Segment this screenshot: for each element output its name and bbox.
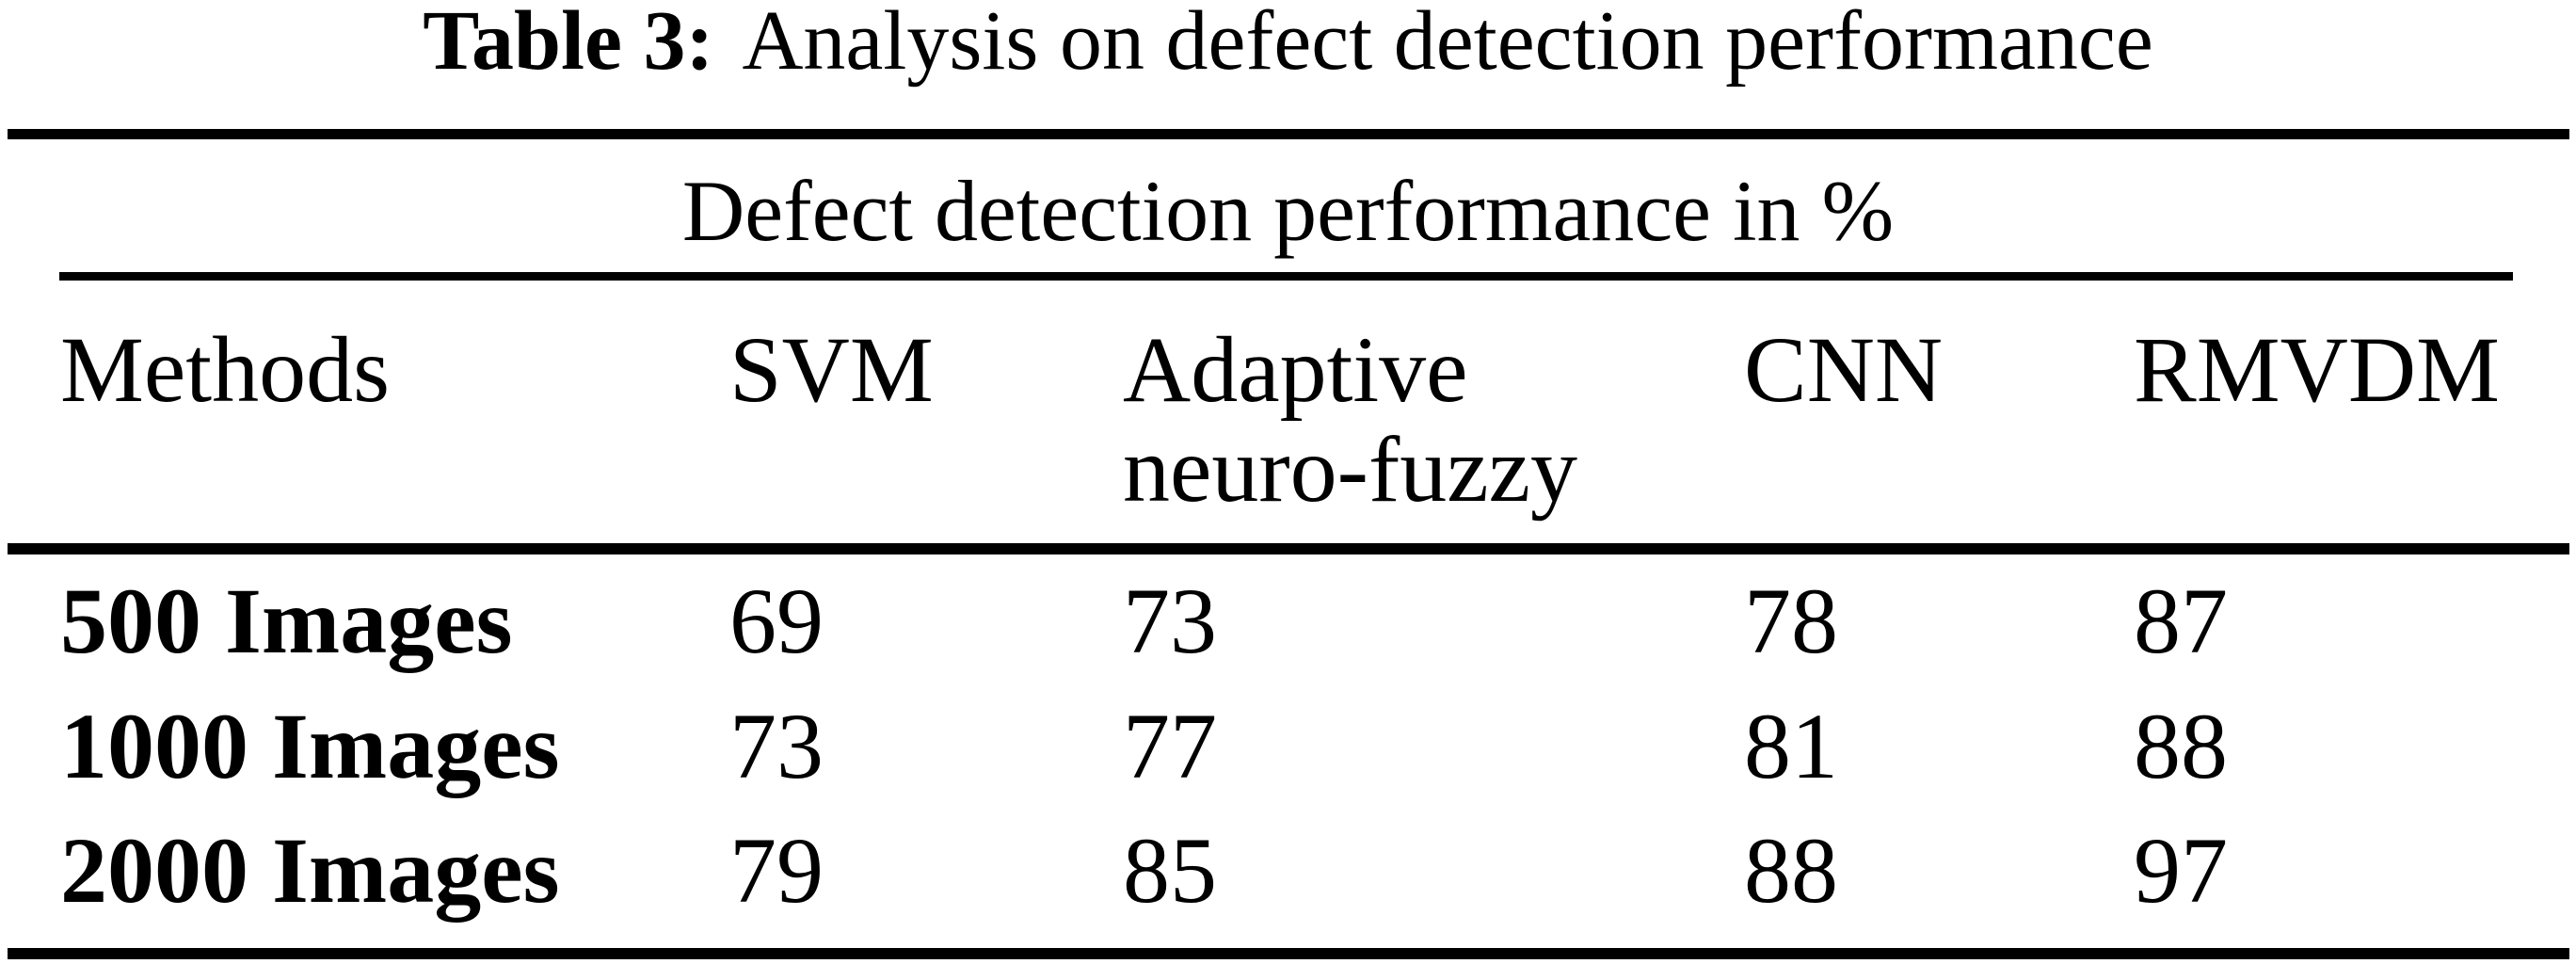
column-header-cnn: CNN [1744,317,1944,422]
cell-value: 79 [729,818,824,923]
table-caption-number: Table 3: [423,0,714,88]
column-header-adaptive-neuro-fuzzy: Adaptive neuro-fuzzy [1123,317,1578,522]
span-header-rule [59,272,2513,281]
table-row: 500 Images 69 73 78 87 [0,574,2576,678]
cell-value: 85 [1123,818,1217,923]
cell-value: 88 [1744,818,1838,923]
column-header-methods: Methods [60,317,390,422]
cell-value: 88 [2134,694,2228,798]
table-header-row: Methods SVM Adaptive neuro-fuzzy CNN RMV… [0,320,2576,537]
cell-value: 73 [729,694,824,798]
cell-value: 81 [1744,694,1838,798]
cell-value: 78 [1744,569,1838,673]
cell-value: 69 [729,569,824,673]
column-header-rmvdm: RMVDM [2134,317,2500,422]
table-caption: Table 3: Analysis on defect detection per… [0,0,2576,88]
table-bottom-rule [8,948,2569,959]
table-caption-text: Analysis on defect detection performance [742,0,2153,88]
row-label: 2000 Images [60,818,560,923]
table-row: 2000 Images 79 85 88 97 [0,824,2576,927]
table-span-header: Defect detection performance in % [681,163,1895,259]
cell-value: 77 [1123,694,1217,798]
row-label: 1000 Images [60,694,560,798]
header-separator-rule [8,543,2569,554]
cell-value: 97 [2134,818,2228,923]
table-top-rule [8,129,2569,139]
column-header-svm: SVM [729,317,934,422]
cell-value: 87 [2134,569,2228,673]
cell-value: 73 [1123,569,1217,673]
row-label: 500 Images [60,569,513,673]
table-row: 1000 Images 73 77 81 88 [0,699,2576,803]
